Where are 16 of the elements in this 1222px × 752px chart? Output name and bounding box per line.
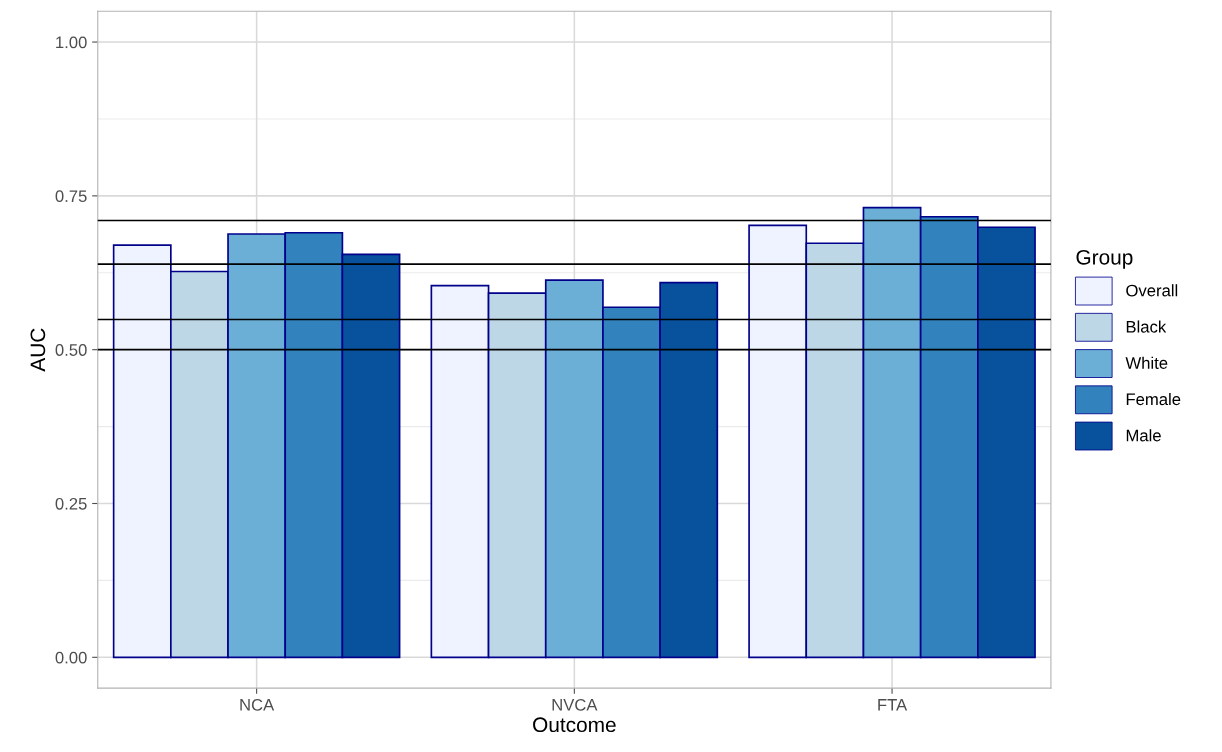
x-axis-title: Outcome [533, 717, 616, 733]
legend-label: Female [1126, 392, 1181, 406]
x-tick-label: NCA [240, 698, 275, 711]
legend-label: Male [1126, 429, 1161, 442]
y-tick-label: 0.50 [55, 344, 87, 356]
legend-label: Black [1126, 320, 1167, 333]
y-tick-label: 1.00 [56, 36, 87, 49]
y-tick-label: 0.00 [55, 651, 87, 664]
legend-label: White [1125, 356, 1168, 369]
y-tick-label: 0.75 [55, 190, 87, 203]
legend-label: Overall [1126, 284, 1178, 297]
x-tick-label: FTA [878, 699, 908, 711]
legend-title: Group [1076, 249, 1133, 269]
y-axis-title: AUC [30, 328, 46, 372]
x-tick-label: NVCA [552, 698, 598, 711]
y-tick-label: 0.25 [55, 497, 87, 510]
